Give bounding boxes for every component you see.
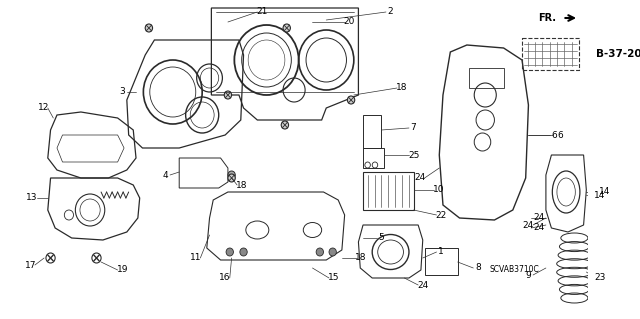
Text: 12: 12 xyxy=(38,103,49,113)
Text: 14: 14 xyxy=(595,190,606,199)
Text: 15: 15 xyxy=(328,273,339,283)
Circle shape xyxy=(224,91,232,99)
Text: 4: 4 xyxy=(163,170,168,180)
Text: 10: 10 xyxy=(433,186,444,195)
Text: SCVAB3710C: SCVAB3710C xyxy=(490,265,540,275)
Text: 24: 24 xyxy=(533,213,544,222)
Text: 6: 6 xyxy=(557,130,563,139)
Text: 7: 7 xyxy=(411,123,417,132)
Text: 3: 3 xyxy=(119,87,125,97)
Text: 18: 18 xyxy=(355,254,367,263)
Circle shape xyxy=(329,248,337,256)
Text: 14: 14 xyxy=(599,188,611,197)
Text: 20: 20 xyxy=(344,18,355,26)
Text: 17: 17 xyxy=(24,261,36,270)
Text: 8: 8 xyxy=(475,263,481,272)
Circle shape xyxy=(281,121,289,129)
Circle shape xyxy=(226,248,234,256)
Text: 18: 18 xyxy=(236,181,248,189)
Circle shape xyxy=(316,248,323,256)
Circle shape xyxy=(348,96,355,104)
Text: 21: 21 xyxy=(256,8,268,17)
Text: B-37-20: B-37-20 xyxy=(596,49,640,59)
Text: 2: 2 xyxy=(388,8,394,17)
Text: 6: 6 xyxy=(551,130,557,139)
Text: 24: 24 xyxy=(533,224,544,233)
Text: 19: 19 xyxy=(116,265,128,275)
Text: 9: 9 xyxy=(525,271,531,279)
Text: 13: 13 xyxy=(26,194,38,203)
Text: 24: 24 xyxy=(417,280,428,290)
Text: 11: 11 xyxy=(190,254,202,263)
Text: 1: 1 xyxy=(438,248,444,256)
Text: 24: 24 xyxy=(414,174,426,182)
Circle shape xyxy=(283,24,291,32)
Circle shape xyxy=(145,24,152,32)
Circle shape xyxy=(228,174,236,182)
Text: 5: 5 xyxy=(378,234,384,242)
Circle shape xyxy=(228,171,236,179)
Circle shape xyxy=(240,248,247,256)
Text: 25: 25 xyxy=(408,151,419,160)
Text: 16: 16 xyxy=(220,273,231,283)
Text: FR.: FR. xyxy=(538,13,556,23)
Text: 22: 22 xyxy=(435,211,447,219)
Text: 24: 24 xyxy=(523,220,534,229)
Text: 23: 23 xyxy=(595,273,606,283)
Text: 18: 18 xyxy=(396,84,408,93)
